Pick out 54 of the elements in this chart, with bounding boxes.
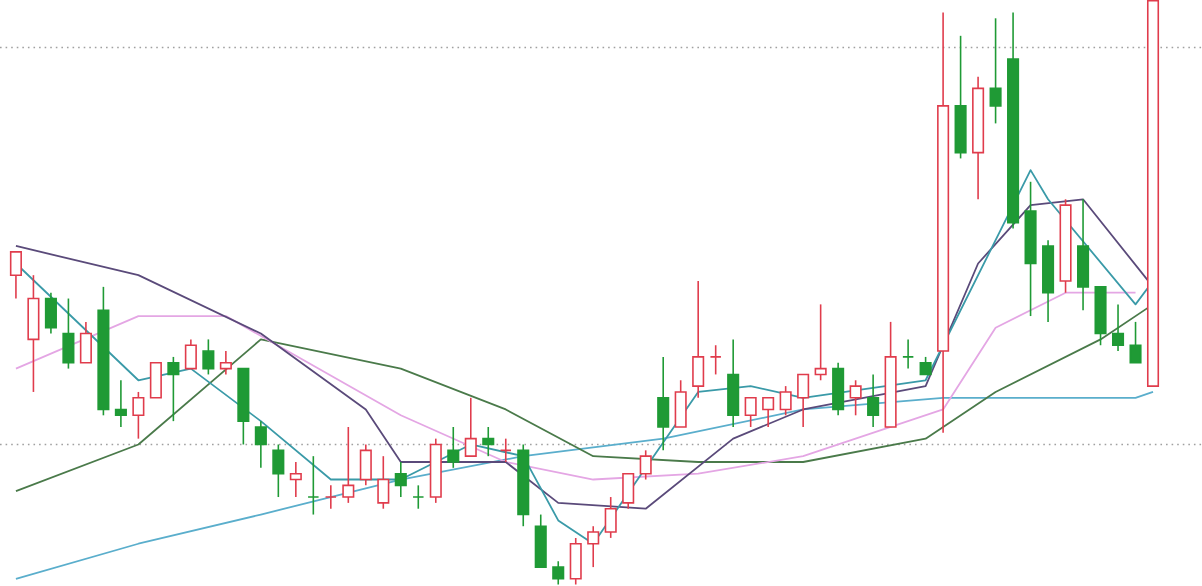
candlestick bbox=[762, 397, 775, 429]
candlestick bbox=[412, 484, 425, 510]
candlestick bbox=[989, 17, 1002, 125]
candlestick bbox=[552, 560, 565, 586]
candlestick bbox=[1042, 239, 1055, 323]
candlestick bbox=[744, 397, 757, 429]
candlestick bbox=[1111, 303, 1125, 353]
candlestick bbox=[359, 443, 372, 487]
candlestick bbox=[692, 280, 705, 399]
candlestick bbox=[9, 251, 22, 300]
candlestick bbox=[202, 338, 215, 376]
candlestick bbox=[1094, 286, 1107, 347]
candlestick bbox=[779, 385, 792, 417]
candlestick bbox=[79, 321, 92, 364]
candlestick bbox=[377, 455, 390, 510]
candlestick bbox=[639, 449, 652, 481]
candlestick bbox=[394, 461, 407, 499]
candlestick bbox=[499, 438, 512, 464]
candlestick bbox=[1077, 198, 1090, 312]
candlestick bbox=[447, 426, 460, 469]
candlestick bbox=[709, 344, 722, 376]
candlestick bbox=[254, 420, 267, 469]
candlestick bbox=[307, 455, 320, 516]
candlestick bbox=[534, 514, 547, 569]
candlestick bbox=[569, 537, 582, 586]
candlestick bbox=[674, 379, 687, 429]
candlestick bbox=[622, 473, 635, 510]
candlestick bbox=[727, 338, 740, 429]
candlestick bbox=[1129, 321, 1142, 364]
candlestick bbox=[219, 350, 232, 376]
candlestick bbox=[587, 525, 600, 569]
candlestick bbox=[797, 373, 810, 429]
candlestick bbox=[289, 461, 302, 499]
candlestick bbox=[604, 496, 617, 539]
candlestick bbox=[324, 484, 337, 510]
candlestick bbox=[464, 397, 477, 458]
candlestick bbox=[954, 35, 967, 160]
candlestick bbox=[867, 373, 880, 429]
candlestick bbox=[44, 292, 57, 335]
candlestick bbox=[902, 338, 915, 370]
candlestick bbox=[184, 338, 197, 370]
candlestick bbox=[167, 356, 180, 423]
candlestick bbox=[657, 356, 670, 452]
candlestick bbox=[149, 362, 162, 399]
candlestick bbox=[27, 274, 40, 394]
candlestick bbox=[62, 298, 75, 370]
candlestick bbox=[849, 379, 862, 417]
candlestick bbox=[132, 391, 145, 440]
candlestick bbox=[342, 426, 355, 504]
candlestick bbox=[482, 426, 495, 458]
candlestick bbox=[114, 379, 127, 429]
candlestick bbox=[814, 303, 827, 382]
candlestick bbox=[272, 443, 285, 499]
candlestick bbox=[832, 362, 845, 417]
